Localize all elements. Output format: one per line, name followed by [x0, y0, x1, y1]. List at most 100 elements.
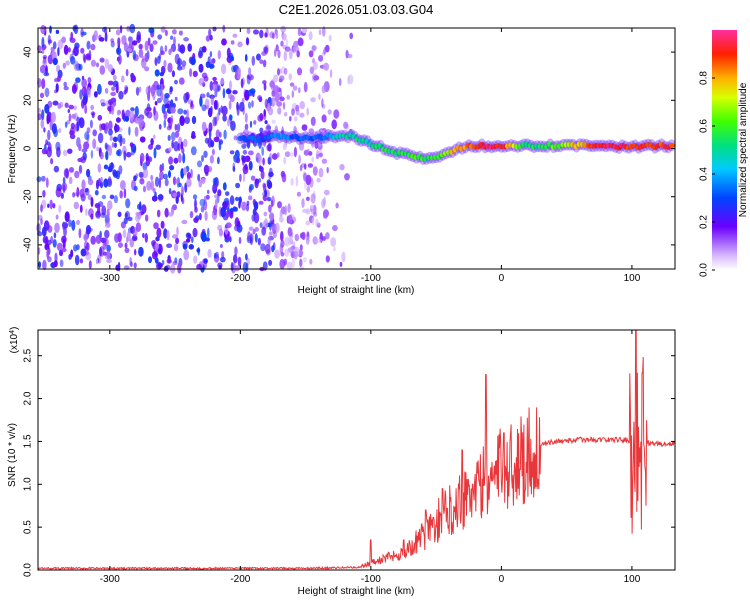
noise-blob [190, 57, 196, 66]
noise-blob [221, 38, 227, 46]
noise-blob [212, 76, 217, 82]
noise-blob [59, 259, 64, 268]
noise-blob [287, 203, 291, 214]
noise-blob [268, 231, 273, 236]
noise-blob [178, 30, 183, 36]
noise-blob [54, 222, 60, 233]
noise-blob [155, 144, 161, 150]
noise-blob [152, 40, 158, 45]
noise-blob [236, 69, 241, 80]
noise-blob [204, 211, 208, 221]
noise-blob [123, 150, 127, 161]
noise-blob [150, 174, 154, 181]
noise-blob [174, 79, 178, 85]
noise-blob [318, 29, 322, 36]
noise-blob [248, 101, 252, 109]
noise-blob [55, 29, 60, 34]
ridge-point [668, 142, 675, 148]
noise-blob [40, 24, 46, 35]
noise-blob [57, 46, 60, 57]
noise-blob [181, 186, 184, 197]
noise-blob [318, 93, 321, 100]
noise-blob [222, 201, 229, 208]
noise-blob [190, 100, 193, 108]
y-tick-label: 40 [23, 46, 34, 58]
noise-blob [266, 197, 272, 202]
noise-blob [274, 222, 280, 233]
noise-blob [253, 120, 257, 125]
noise-blob [244, 155, 251, 163]
noise-blob [111, 142, 115, 148]
noise-blob [55, 83, 59, 93]
noise-blob [258, 200, 264, 205]
noise-blob [50, 158, 54, 165]
noise-blob [105, 150, 109, 161]
noise-blob [40, 118, 45, 129]
x-tick-label: -200 [230, 273, 250, 284]
noise-blob [163, 119, 167, 129]
noise-blob [217, 189, 222, 197]
noise-blob [257, 237, 261, 246]
colorbar-gradient [712, 30, 737, 270]
noise-blob [118, 54, 122, 65]
noise-blob [94, 190, 99, 196]
noise-blob [227, 118, 230, 127]
noise-blob [201, 104, 207, 112]
noise-blob [327, 109, 332, 115]
noise-blob [233, 206, 238, 212]
noise-blob [157, 34, 163, 40]
noise-blob [221, 251, 225, 259]
noise-blob [271, 153, 278, 160]
noise-blob [42, 259, 47, 271]
noise-blob [311, 140, 315, 148]
noise-blob [124, 86, 129, 94]
noise-blob [212, 184, 218, 191]
noise-blob [198, 179, 203, 188]
noise-blob [168, 156, 174, 165]
noise-blob [343, 121, 349, 129]
noise-blob [330, 237, 337, 247]
noise-blob [107, 200, 113, 211]
noise-blob [313, 75, 320, 81]
noise-blob [69, 130, 75, 136]
noise-blob [196, 263, 203, 270]
noise-blob [83, 233, 89, 242]
noise-blob [166, 258, 172, 264]
noise-blob [241, 154, 245, 162]
noise-blob [126, 231, 131, 242]
noise-blob [56, 146, 61, 158]
noise-blob [305, 236, 310, 245]
noise-blob [115, 117, 121, 123]
noise-blob [103, 178, 109, 188]
noise-blob [130, 74, 136, 83]
noise-blob [89, 119, 93, 129]
noise-blob [283, 50, 287, 62]
noise-blob [62, 177, 66, 184]
noise-blob [203, 150, 208, 158]
noise-blob [78, 117, 85, 129]
noise-blob [146, 180, 152, 191]
noise-blob [201, 231, 207, 243]
noise-blob [45, 177, 49, 188]
noise-blob [158, 248, 162, 253]
noise-blob [299, 112, 305, 118]
noise-blob [36, 223, 41, 233]
noise-blob [64, 102, 69, 108]
noise-blob [219, 244, 223, 248]
noise-blob [189, 211, 194, 219]
noise-blob [99, 65, 106, 75]
noise-blob [226, 47, 231, 58]
noise-blob [346, 53, 353, 59]
noise-blob [68, 219, 72, 227]
noise-blob [41, 46, 45, 55]
noise-blob [283, 67, 288, 75]
y-tick-label: 20 [23, 94, 34, 106]
noise-blob [303, 163, 307, 170]
noise-blob [259, 29, 264, 39]
noise-blob [309, 258, 313, 265]
noise-blob [263, 211, 268, 217]
noise-blob [129, 142, 134, 148]
noise-blob [260, 243, 266, 252]
noise-blob [211, 148, 215, 156]
